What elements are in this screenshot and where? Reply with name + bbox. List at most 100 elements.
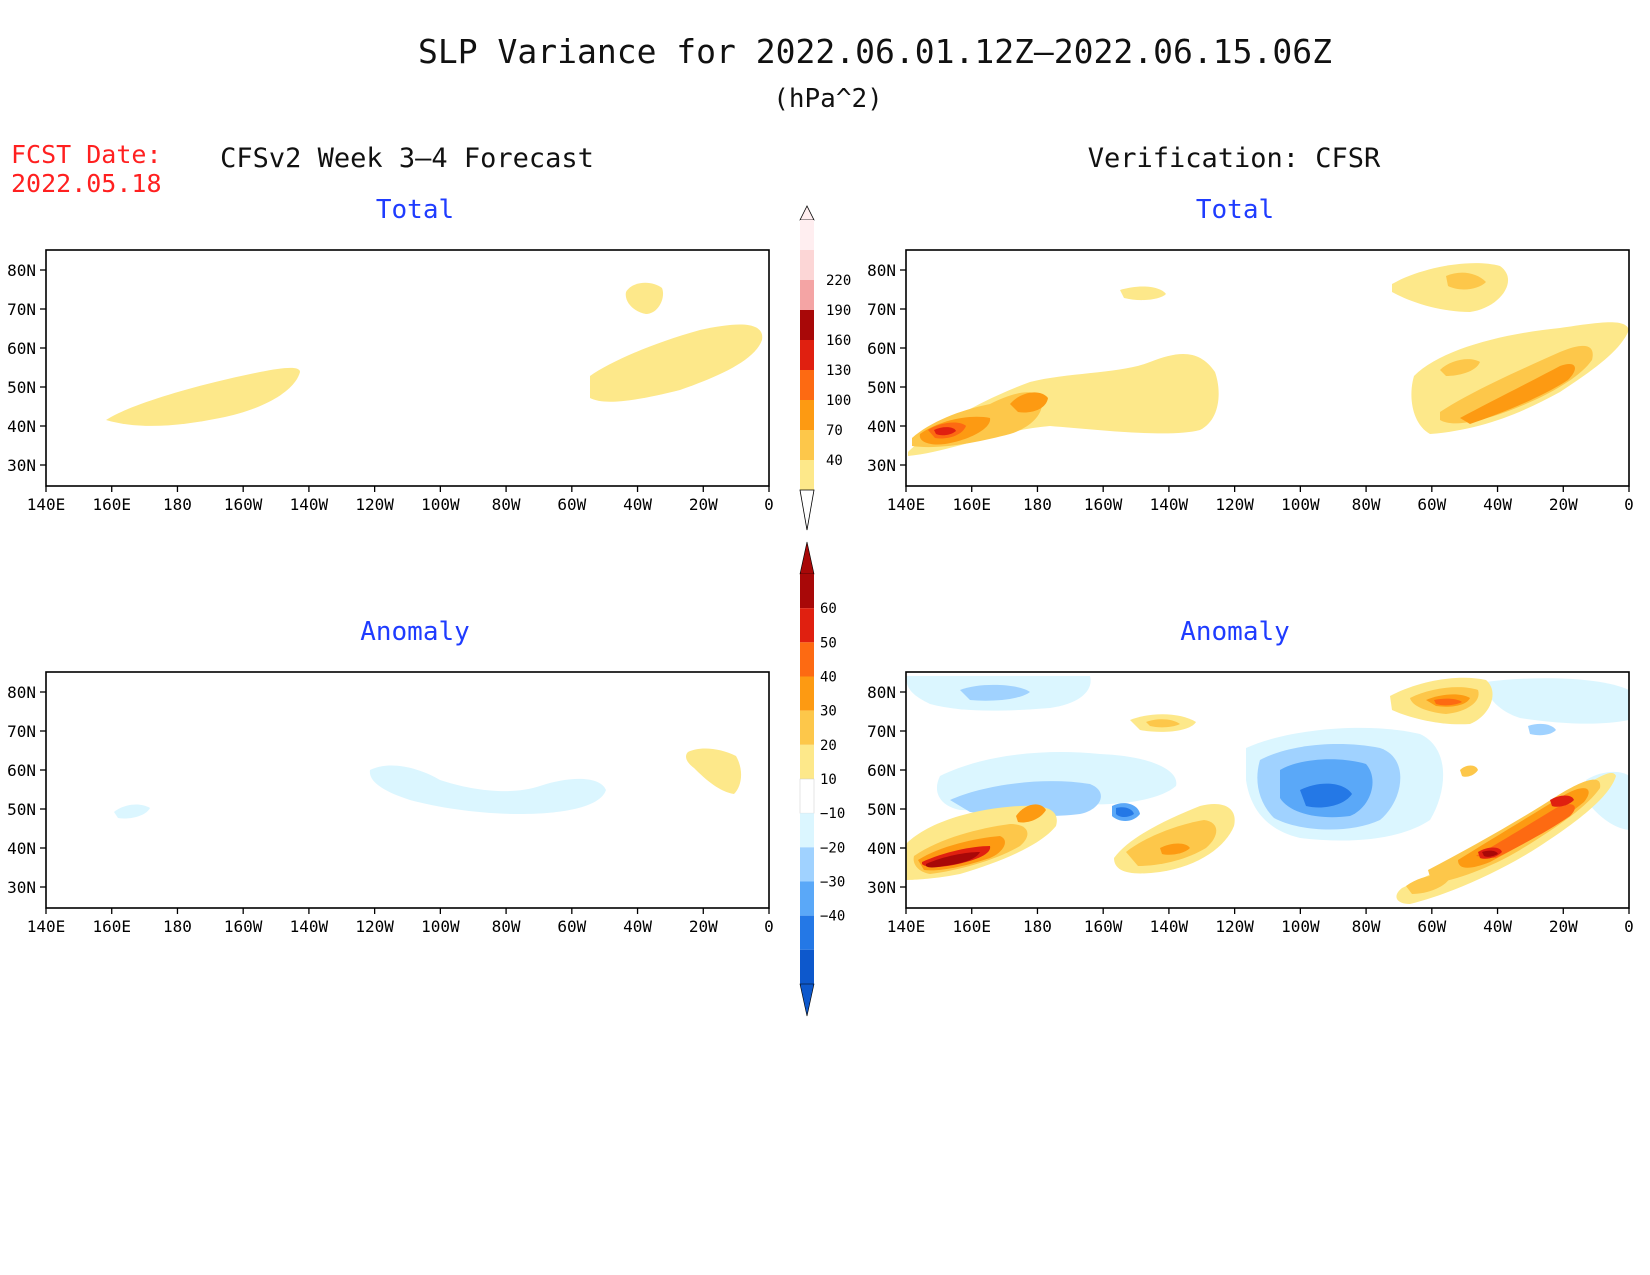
lon-tick-label: 60W (1417, 495, 1446, 514)
colorbar-cell (800, 460, 814, 490)
lon-tick-label: 20W (1549, 917, 1578, 936)
colorbar-cell (800, 915, 814, 950)
colorbar-cell (800, 949, 814, 984)
lon-tick-label: 80W (492, 495, 521, 514)
colorbar-label: −40 (820, 909, 845, 925)
lat-tick-label: 30N (867, 878, 896, 897)
colorbar-cell (800, 574, 814, 609)
colorbar-total: 40 70 100 130 160 190 220 (799, 205, 851, 531)
lon-tick-label: 0 (764, 917, 774, 936)
colorbar-cell (800, 370, 814, 400)
colorbar-cell (800, 400, 814, 430)
colorbar-label: 30 (820, 704, 837, 720)
lon-tick-label: 80W (492, 917, 521, 936)
lat-tick-label: 70N (7, 300, 36, 319)
lon-tick-label: 0 (1624, 917, 1634, 936)
colorbar-label: 130 (826, 363, 851, 379)
lat-tick-label: 50N (867, 800, 896, 819)
lon-tick-label: 40W (623, 495, 652, 514)
lat-tick-label: 40N (867, 839, 896, 858)
lon-tick-label: 160W (224, 917, 263, 936)
colorbar-top-arrow (799, 205, 815, 221)
lat-tick-label: 50N (7, 800, 36, 819)
lat-tick-label: 60N (867, 761, 896, 780)
lat-tick-label: 40N (7, 417, 36, 436)
lon-tick-label: 0 (1624, 495, 1634, 514)
lon-tick-label: 140W (1150, 917, 1189, 936)
colorbar-cell (800, 642, 814, 677)
lon-tick-label: 180 (1023, 495, 1052, 514)
fcst-date-label: FCST Date: (11, 140, 162, 169)
lon-tick-label: 160W (1084, 495, 1123, 514)
lat-tick-label: 80N (867, 683, 896, 702)
lon-tick-label: 0 (764, 495, 774, 514)
lat-tick-label: 80N (7, 261, 36, 280)
map-frame (905, 249, 1630, 487)
map-frame (45, 249, 770, 487)
lat-tick-label: 40N (7, 839, 36, 858)
lat-tick-label: 60N (7, 761, 36, 780)
colorbar-cell (800, 250, 814, 280)
lon-tick-label: 20W (689, 917, 718, 936)
lon-tick-label: 180 (163, 917, 192, 936)
lon-tick-label: 60W (557, 917, 586, 936)
lon-tick-label: 160E (92, 917, 131, 936)
shading-forecast-total (106, 282, 763, 426)
colorbar-label: −20 (820, 840, 845, 856)
map-panel-verification-anomaly (906, 676, 1629, 904)
map-frame (45, 671, 770, 909)
colorbar-cell (800, 813, 814, 848)
colorbar-anomaly: 60 50 40 30 20 10 −10 −20 −30 −40 (799, 541, 845, 1017)
lat-tick-label: 80N (867, 261, 896, 280)
lon-tick-label: 60W (1417, 917, 1446, 936)
colorbar-label: 70 (826, 423, 843, 439)
lon-tick-label: 100W (1281, 495, 1320, 514)
lat-tick-label: 80N (7, 683, 36, 702)
colorbar-bottom-arrow (799, 983, 815, 1017)
lon-tick-label: 140E (27, 917, 66, 936)
lat-tick-label: 30N (7, 878, 36, 897)
lon-tick-label: 160E (952, 495, 991, 514)
map-frame (905, 671, 1630, 909)
lat-tick-label: 50N (867, 378, 896, 397)
lat-tick-label: 50N (7, 378, 36, 397)
lon-tick-label: 20W (689, 495, 718, 514)
colorbar-label: 10 (820, 772, 837, 788)
lon-tick-label: 180 (1023, 917, 1052, 936)
shading-verification-anomaly (906, 676, 1629, 904)
colorbar-label: 40 (820, 670, 837, 686)
colorbar-label: 50 (820, 635, 837, 651)
lon-tick-label: 140W (290, 495, 329, 514)
lat-tick-label: 30N (7, 456, 36, 475)
lat-tick-label: 70N (867, 722, 896, 741)
colorbar-label: 190 (826, 303, 851, 319)
colorbar-cell (800, 608, 814, 643)
lon-tick-label: 160E (92, 495, 131, 514)
lon-tick-label: 160W (1084, 917, 1123, 936)
colorbar-cell (800, 744, 814, 779)
lon-tick-label: 60W (557, 495, 586, 514)
colorbar-label: 220 (826, 273, 851, 289)
panel-title-forecast-anomaly: Anomaly (360, 617, 470, 647)
map-panel-forecast-total (106, 282, 763, 426)
colorbar-top-arrow (799, 541, 815, 575)
lon-tick-label: 120W (1215, 917, 1254, 936)
panel-title-verification-total: Total (1196, 195, 1274, 225)
panel-title-verification-anomaly: Anomaly (1180, 617, 1290, 647)
panel-title-forecast-total: Total (376, 195, 454, 225)
lon-tick-label: 160E (952, 917, 991, 936)
fcst-date-value: 2022.05.18 (11, 169, 162, 198)
lon-tick-label: 160W (224, 495, 263, 514)
lat-tick-label: 30N (867, 456, 896, 475)
axes-layer: 80N 70N 60N 50N 40N 30N 140E 160E 180 160W 140W 120… (7, 249, 1634, 936)
lon-tick-label: 120W (355, 495, 394, 514)
lat-tick-label: 60N (7, 339, 36, 358)
lon-tick-label: 40W (1483, 917, 1512, 936)
lat-tick-label: 40N (867, 417, 896, 436)
units-label: (hPa^2) (773, 84, 883, 114)
colorbar-cell (800, 710, 814, 745)
lon-tick-label: 140E (887, 917, 926, 936)
lon-tick-label: 80W (1352, 495, 1381, 514)
colorbar-label: 160 (826, 333, 851, 349)
shading-forecast-anomaly (114, 748, 742, 819)
